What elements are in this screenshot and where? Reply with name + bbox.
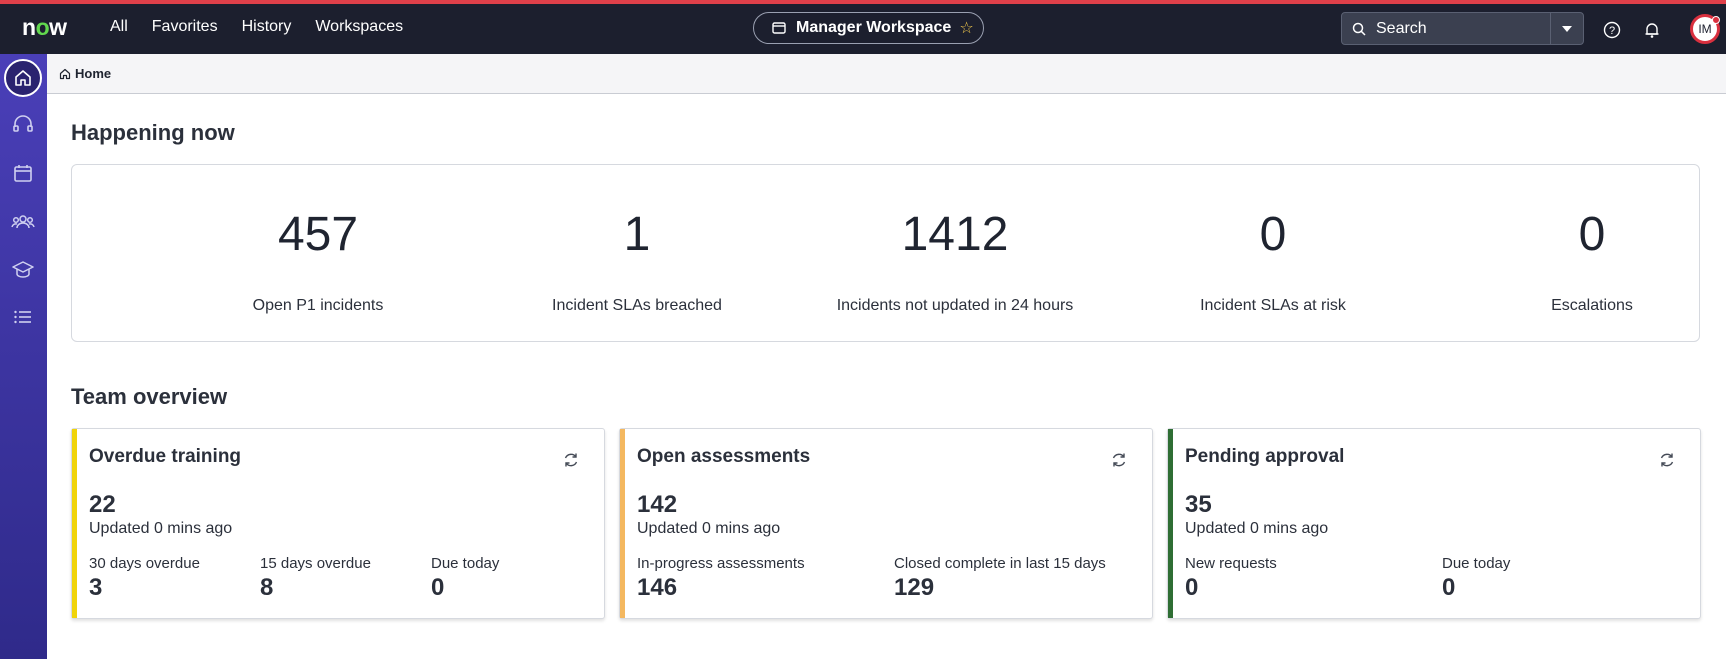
metric-label: Incidents not updated in 24 hours [836,297,1074,314]
sub-metric-label: Closed complete in last 15 days [894,555,1106,572]
headset-icon [13,115,33,132]
card-count: 22 [89,491,116,518]
notification-dot [1712,16,1720,24]
card-count: 35 [1185,491,1212,518]
refresh-icon[interactable] [1658,451,1676,469]
sub-metric-value: 3 [89,574,103,601]
card-accent-bar [1168,429,1173,618]
sub-metric-value: 129 [894,574,935,601]
sub-metric-label: Due today [1442,555,1511,572]
metric-label: Escalations [1551,297,1633,314]
sidebar-item-home[interactable] [4,59,42,97]
calendar-icon [14,165,32,182]
sidebar-item-learning[interactable] [4,250,42,288]
card-accent-bar [620,429,625,618]
main-nav: All Favorites History Workspaces [110,18,427,36]
help-icon[interactable]: ? [1602,20,1622,40]
sub-metric[interactable]: 30 days overdue 3 [89,555,200,602]
card-title: Overdue training [89,446,242,467]
sidebar [0,54,47,659]
breadcrumb: Home [47,54,1726,94]
card-count: 142 [637,491,678,518]
global-search: Search [1341,12,1584,45]
search-icon [1352,22,1366,36]
card-updated: Updated 0 mins ago [89,520,233,537]
metric-label: Open P1 incidents [252,297,384,314]
refresh-icon[interactable] [1110,451,1128,469]
sub-metric[interactable]: Due today 0 [431,555,499,602]
nav-workspaces[interactable]: Workspaces [315,18,404,35]
card-overdue-training[interactable]: Overdue training 22 Updated 0 mins ago 3… [71,428,605,619]
sub-metric-label: In-progress assessments [637,555,805,572]
home-icon [59,68,71,79]
card-open-assessments[interactable]: Open assessments 142 Updated 0 mins ago … [619,428,1153,619]
sidebar-item-team[interactable] [4,202,42,240]
sidebar-item-calendar[interactable] [4,154,42,192]
sub-metric-label: Due today [431,555,500,572]
metric-label: Incident SLAs at risk [1200,297,1346,314]
star-icon[interactable]: ☆ [959,20,974,37]
sub-metric-value: 146 [637,574,678,601]
svg-text:?: ? [1609,25,1615,37]
refresh-icon[interactable] [562,451,580,469]
metric-value: 1412 [901,208,1009,261]
metric-value: 0 [1259,208,1287,261]
sub-metric[interactable]: Closed complete in last 15 days 129 [894,555,1106,602]
metric-value: 1 [623,208,651,261]
card-updated: Updated 0 mins ago [1185,520,1329,537]
card-pending-approval[interactable]: Pending approval 35 Updated 0 mins ago N… [1167,428,1701,619]
sub-metric-value: 8 [260,574,274,601]
search-scope-dropdown[interactable] [1551,25,1583,33]
nav-favorites[interactable]: Favorites [151,18,218,35]
metric-value: 0 [1578,208,1606,261]
sub-metric-label: 30 days overdue [89,555,200,572]
caret-down-icon [1562,25,1572,32]
team-overview-title: Team overview [71,384,228,409]
breadcrumb-home[interactable]: Home [75,66,112,81]
home-icon [15,70,31,86]
workspace-title: Manager Workspace [796,19,952,36]
workspace-icon [772,22,786,34]
metric-label: Incident SLAs breached [552,297,722,314]
graduation-cap-icon [12,261,34,278]
card-title: Open assessments [637,446,811,467]
list-icon [14,310,31,324]
happening-now-card: 457 Open P1 incidents 1 Incident SLAs br… [71,164,1700,342]
card-title: Pending approval [1185,446,1345,467]
happening-now-title: Happening now [71,120,235,145]
team-icon [11,215,35,229]
card-updated: Updated 0 mins ago [637,520,781,537]
sidebar-item-support[interactable] [4,106,42,144]
sub-metric-value: 0 [1442,574,1456,601]
top-navigation-bar: now All Favorites History Workspaces Man… [0,0,1726,54]
card-accent-bar [72,429,77,618]
nav-all[interactable]: All [110,18,128,35]
sub-metric[interactable]: Due today 0 [1442,555,1510,602]
sub-metric[interactable]: New requests 0 [1185,555,1277,602]
sidebar-item-list[interactable] [4,298,42,336]
sub-metric-value: 0 [1185,574,1199,601]
search-placeholder: Search [1376,19,1427,37]
sub-metric-value: 0 [431,574,445,601]
sub-metric-label: 15 days overdue [260,555,371,572]
nav-history[interactable]: History [241,18,292,35]
search-input[interactable]: Search [1342,13,1551,44]
now-logo[interactable]: now [22,14,67,40]
sub-metric[interactable]: In-progress assessments 146 [637,555,805,602]
metric-value: 457 [277,208,359,261]
bell-icon[interactable] [1642,20,1662,40]
workspace-switcher[interactable]: Manager Workspace ☆ [753,12,984,44]
sub-metric[interactable]: 15 days overdue 8 [260,555,371,602]
sub-metric-label: New requests [1185,555,1277,572]
